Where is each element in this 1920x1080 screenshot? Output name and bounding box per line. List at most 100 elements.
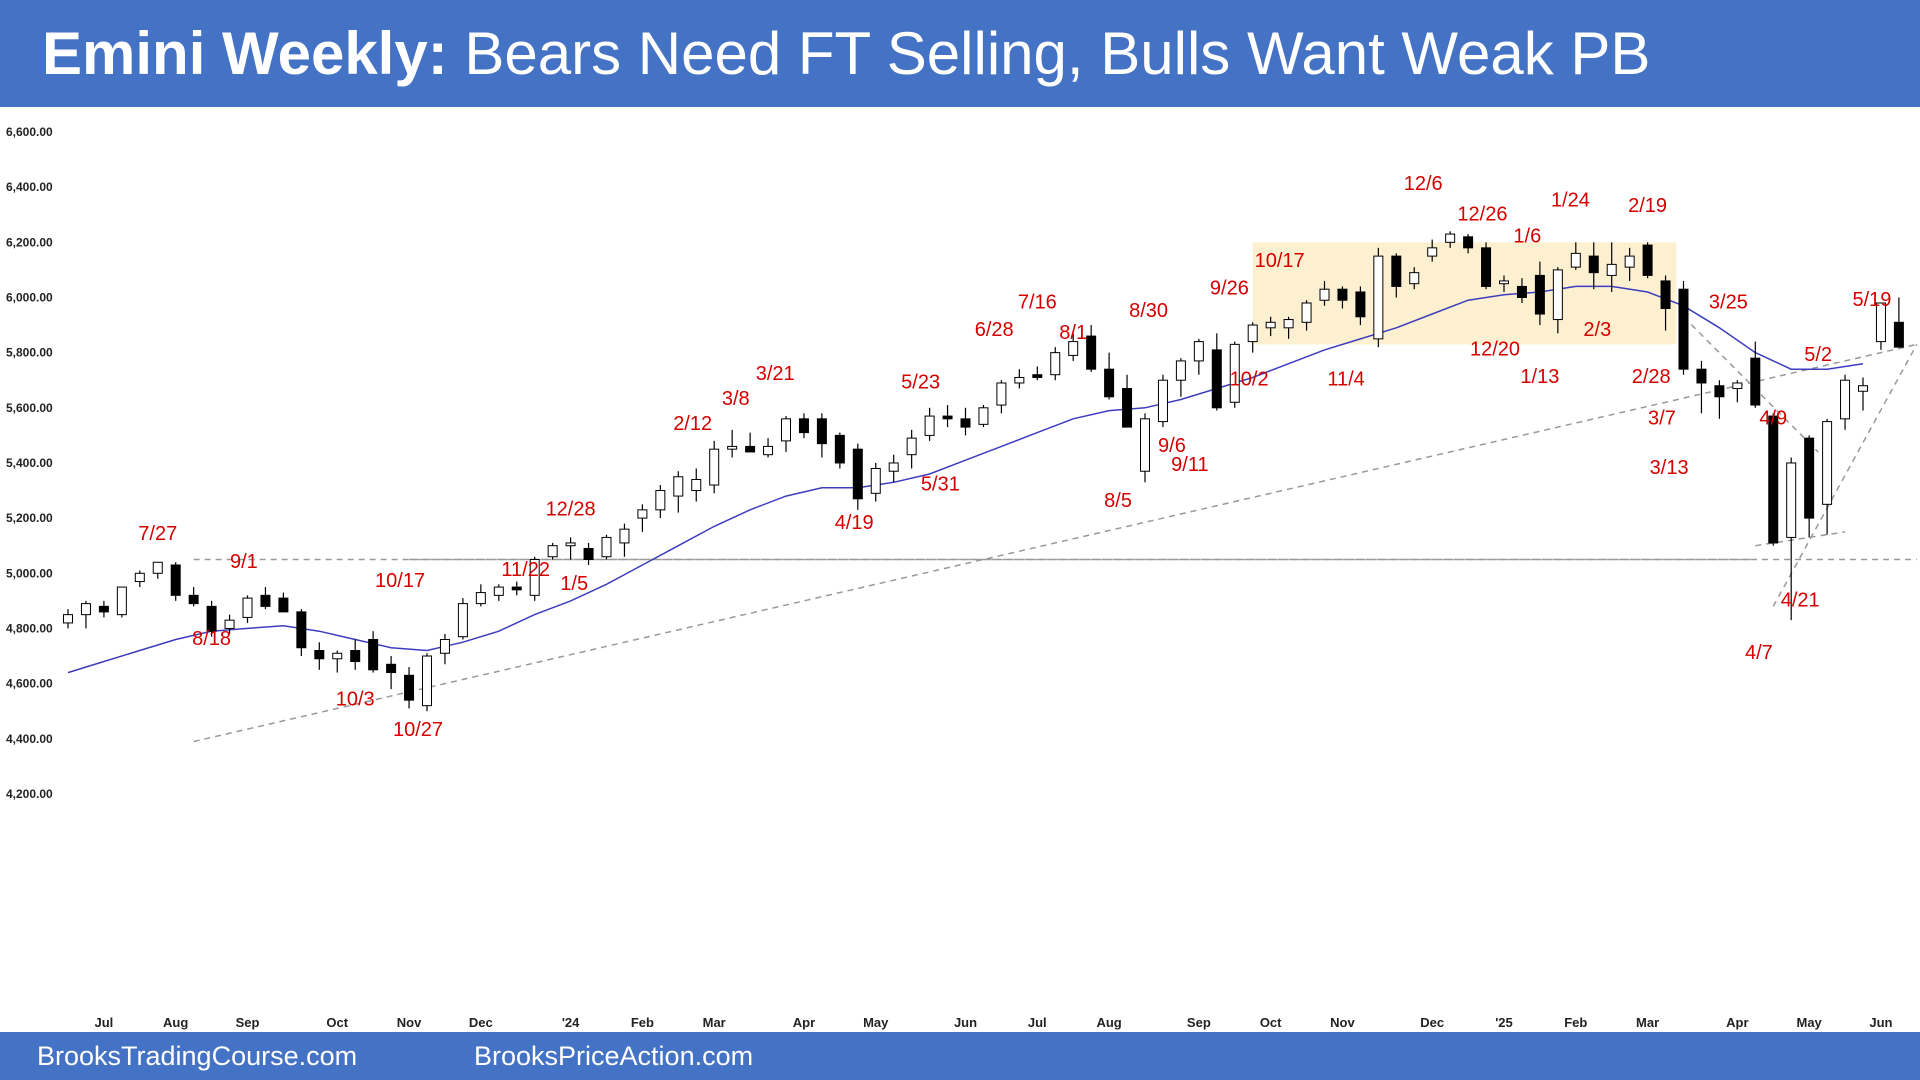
y-tick-label: 5,200.00 — [6, 511, 53, 525]
candle-body — [745, 445, 756, 453]
x-tick-label: Oct — [326, 1015, 348, 1030]
candle-body — [1014, 376, 1025, 384]
y-tick-label: 5,400.00 — [6, 456, 53, 470]
date-annotation: 11/4 — [1327, 369, 1364, 391]
candle-body — [1732, 382, 1743, 389]
x-tick-label: Sep — [236, 1015, 260, 1030]
x-tick-label: Nov — [397, 1015, 422, 1030]
candle-body — [1588, 255, 1599, 274]
date-annotation: 7/27 — [138, 523, 177, 545]
candle-body — [1068, 341, 1079, 356]
date-annotation: 8/1 — [1059, 322, 1087, 344]
date-annotation: 3/7 — [1648, 407, 1676, 429]
date-annotation: 3/21 — [756, 363, 795, 385]
candle-body — [888, 462, 899, 472]
candle-body — [224, 619, 235, 629]
candle-body — [798, 418, 809, 434]
candle-body — [619, 528, 630, 544]
trading-range-box — [1252, 242, 1677, 345]
candle-body — [1157, 379, 1168, 423]
date-annotation: 3/13 — [1650, 457, 1689, 479]
date-annotation: 8/5 — [1104, 490, 1132, 512]
x-tick-label: Jul — [95, 1015, 114, 1030]
candle-body — [206, 605, 217, 632]
candle-body — [1032, 374, 1043, 378]
candle-body — [1516, 285, 1527, 298]
dashed-trendline — [193, 343, 1918, 743]
candle-body — [1696, 368, 1707, 384]
candle-body — [637, 509, 648, 519]
candle-body — [1570, 252, 1581, 268]
candle-body — [1606, 263, 1617, 276]
date-annotation: 5/31 — [921, 474, 960, 496]
candle-body — [98, 605, 109, 613]
candle-body — [942, 415, 953, 420]
title-bold: Emini Weekly: — [42, 20, 448, 87]
y-tick-label: 5,600.00 — [6, 401, 53, 415]
date-annotation: 1/13 — [1520, 366, 1559, 388]
candle-body — [1893, 321, 1904, 348]
date-annotation: 5/19 — [1853, 289, 1892, 311]
candle-body — [439, 638, 450, 654]
candle-body — [1678, 288, 1689, 370]
candle-body — [1534, 274, 1545, 315]
candle-body — [1319, 288, 1330, 301]
candle-body — [870, 467, 881, 494]
candle-body — [1660, 280, 1671, 310]
date-annotation: 10/17 — [375, 570, 425, 592]
x-tick-label: Sep — [1187, 1015, 1211, 1030]
candle-body — [960, 418, 971, 428]
candle-body — [1714, 385, 1725, 398]
candle-body — [852, 448, 863, 500]
price-chart: 6,600.00 6,400.00 6,200.00 6,000.00 5,800.00… — [6, 125, 1918, 1030]
date-annotation: 9/6 — [1158, 435, 1186, 457]
x-tick-label: Mar — [1636, 1015, 1659, 1030]
y-tick-label: 4,800.00 — [6, 621, 53, 635]
date-annotation: 8/18 — [192, 628, 231, 650]
candle-body — [727, 445, 738, 450]
candle-body — [709, 448, 720, 486]
candle-body — [493, 586, 504, 596]
footer-left-link[interactable]: BrooksTradingCourse.com — [37, 1041, 358, 1071]
footer-right-link[interactable]: BrooksPriceAction.com — [474, 1041, 754, 1071]
date-annotation: 2/19 — [1628, 195, 1667, 217]
candle-body — [1858, 385, 1868, 392]
date-annotation: 9/1 — [230, 551, 258, 573]
candle-body — [188, 594, 199, 605]
date-annotation: 1/24 — [1551, 189, 1590, 211]
candle-body — [1642, 244, 1653, 276]
footer-bar: BrooksTradingCourse.com BrooksPriceActio… — [0, 1032, 1920, 1080]
candle-body — [386, 663, 397, 674]
y-tick-label: 4,200.00 — [6, 787, 53, 801]
candle-body — [1463, 236, 1474, 249]
date-annotation: 8/30 — [1129, 300, 1168, 322]
date-annotation: 2/3 — [1583, 319, 1611, 341]
candle-body — [1265, 321, 1276, 329]
candle-body — [1337, 288, 1348, 301]
candle-body — [673, 476, 684, 497]
date-annotation: 1/6 — [1513, 225, 1541, 247]
candle-body — [529, 558, 540, 596]
x-tick-label: Jun — [954, 1015, 977, 1030]
candle-body — [1122, 387, 1133, 428]
date-annotation: 12/20 — [1470, 338, 1520, 360]
candle-body — [1875, 302, 1886, 343]
date-annotation: 3/25 — [1709, 292, 1748, 314]
candle-body — [834, 434, 845, 464]
candle-body — [924, 415, 935, 436]
candle-body — [1247, 324, 1258, 343]
candle-body — [1050, 352, 1061, 376]
candle-body — [996, 382, 1007, 406]
x-tick-label: Dec — [1420, 1015, 1444, 1030]
candle-body — [134, 572, 145, 583]
date-annotation: 12/26 — [1457, 203, 1507, 225]
date-annotation: 10/27 — [393, 719, 443, 741]
candle-body — [1804, 437, 1815, 519]
x-tick-label: '24 — [562, 1015, 580, 1030]
x-tick-label: Mar — [703, 1015, 726, 1030]
date-annotation: 9/11 — [1171, 454, 1208, 476]
x-tick-label: Apr — [1726, 1015, 1748, 1030]
candle-body — [655, 490, 666, 511]
date-annotation: 4/21 — [1781, 589, 1820, 611]
date-annotation: 10/2 — [1230, 369, 1269, 391]
